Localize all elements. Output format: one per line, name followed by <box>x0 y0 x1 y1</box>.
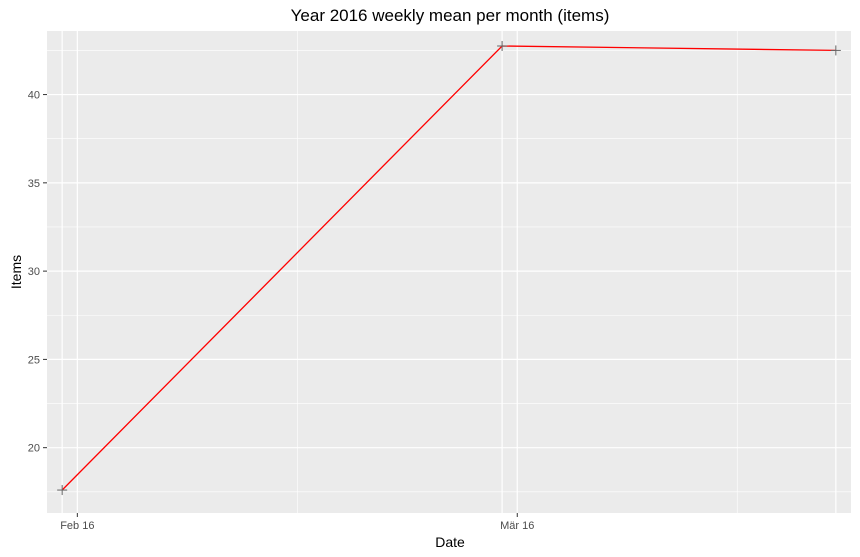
data-point-marker <box>57 485 68 496</box>
y-tick-label: 30 <box>28 266 40 278</box>
y-axis: 20 25 30 35 40 <box>28 90 47 455</box>
x-tick-label: Mär 16 <box>500 520 534 532</box>
data-point-marker <box>497 41 508 52</box>
minor-gridlines <box>47 31 851 513</box>
y-tick-label: 25 <box>28 354 40 366</box>
marker-layer <box>57 41 841 496</box>
y-axis-title: Items <box>8 255 24 289</box>
x-axis-title: Date <box>435 534 465 550</box>
y-tick-label: 20 <box>28 443 40 455</box>
chart-title: Year 2016 weekly mean per month (items) <box>291 6 610 25</box>
x-axis: Feb 16 Mär 16 <box>60 513 534 532</box>
x-tick-label: Feb 16 <box>60 520 94 532</box>
data-point-marker <box>830 45 841 56</box>
major-gridlines <box>47 31 851 513</box>
y-tick-label: 40 <box>28 90 40 102</box>
plot-panel <box>47 31 851 513</box>
y-tick-label: 35 <box>28 178 40 190</box>
